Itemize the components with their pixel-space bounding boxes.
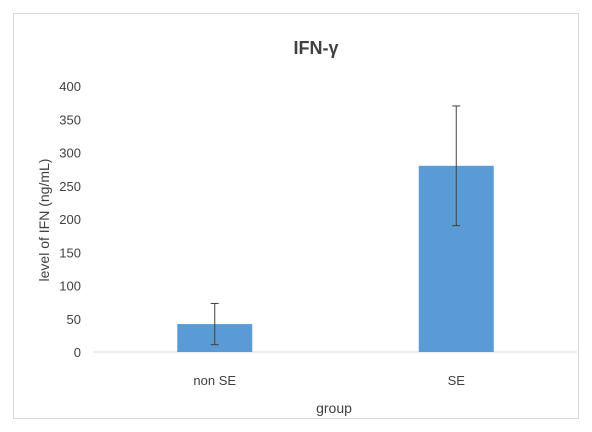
x-tick-label: non SE bbox=[193, 373, 236, 388]
x-axis-ticks: non SE SE bbox=[193, 373, 465, 388]
y-tick-label: 350 bbox=[59, 112, 81, 127]
y-tick-label: 100 bbox=[59, 279, 81, 294]
y-tick-label: 50 bbox=[67, 312, 81, 327]
y-tick-label: 250 bbox=[59, 179, 81, 194]
error-bars bbox=[210, 105, 461, 346]
x-axis-label: group bbox=[316, 400, 352, 416]
chart-title: IFN-γ bbox=[294, 38, 339, 58]
bars bbox=[177, 165, 494, 352]
y-axis-label: level of IFN (ng/mL) bbox=[36, 159, 52, 282]
error-bar bbox=[452, 105, 461, 227]
y-tick-label: 150 bbox=[59, 245, 81, 260]
error-bar bbox=[210, 302, 219, 346]
y-tick-label: 400 bbox=[59, 79, 81, 94]
y-axis-ticks: 0 50 100 150 200 250 300 350 400 bbox=[59, 79, 81, 360]
y-tick-label: 300 bbox=[59, 146, 81, 161]
y-tick-label: 0 bbox=[74, 345, 81, 360]
x-tick-label: SE bbox=[448, 373, 466, 388]
y-tick-label: 200 bbox=[59, 212, 81, 227]
